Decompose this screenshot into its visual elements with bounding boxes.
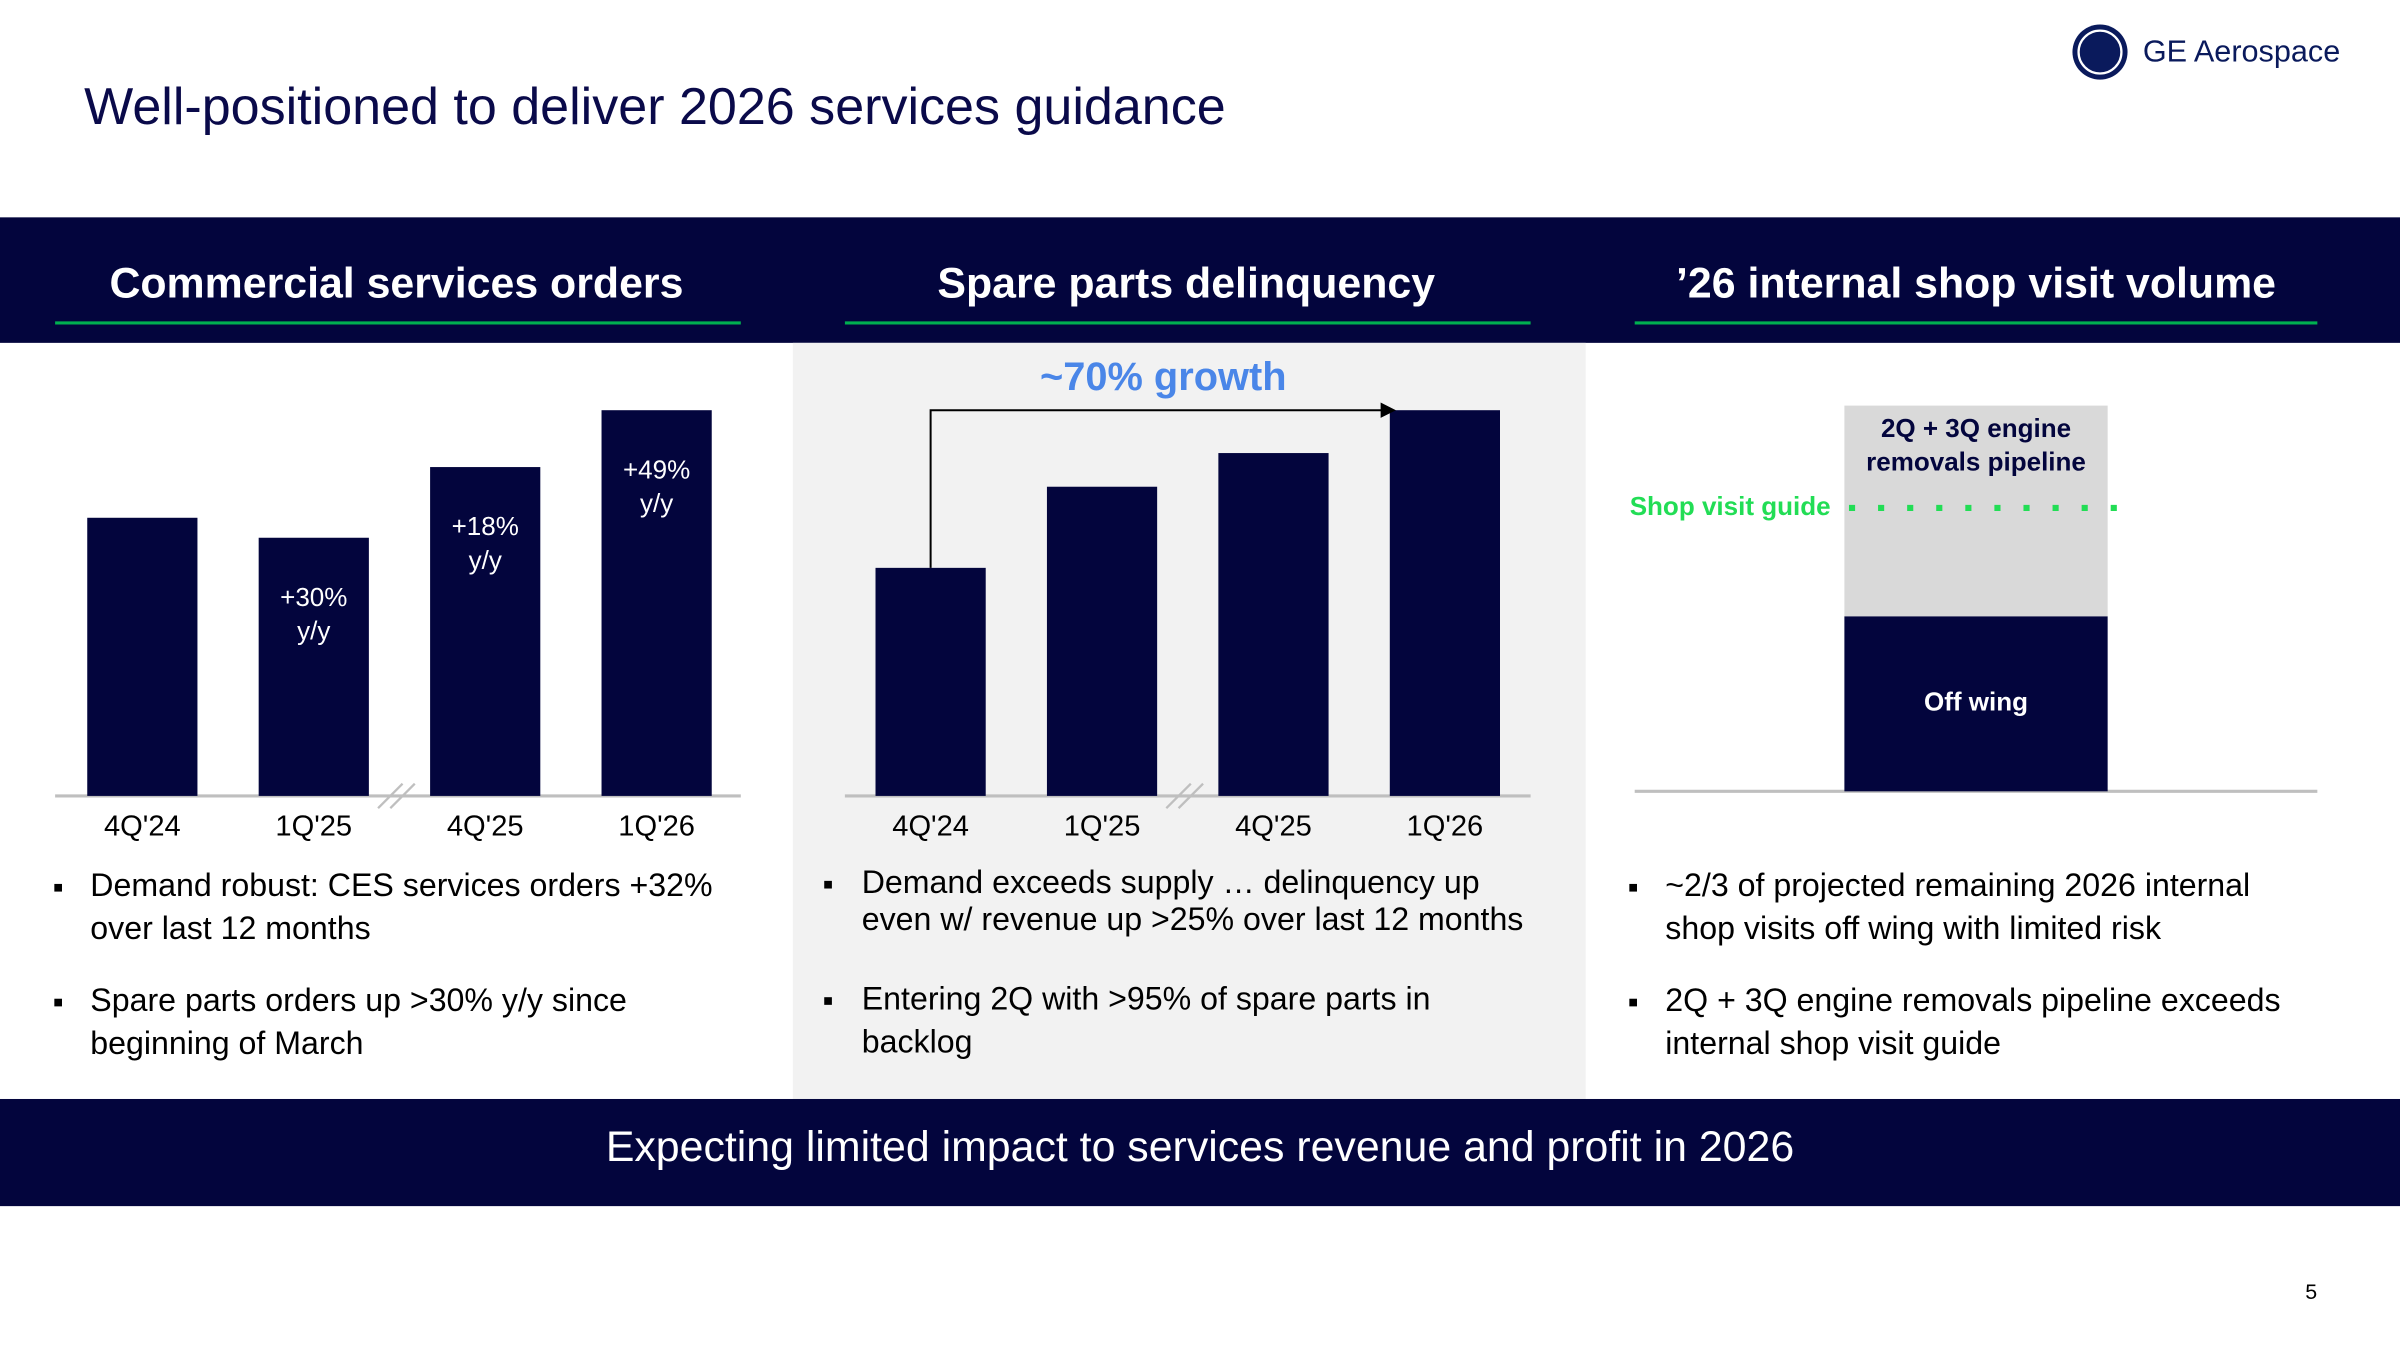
bar: [1046, 486, 1158, 796]
bar: [1218, 453, 1329, 796]
category-label: 4Q'24: [104, 811, 181, 843]
bullet-text: internal shop visit guide: [1665, 1025, 2001, 1061]
category-label: 1Q'26: [1407, 811, 1484, 843]
category-label: 1Q'25: [275, 811, 352, 843]
footer-text: Expecting limited impact to services rev…: [606, 1123, 1794, 1171]
panel-heading: Commercial services orders: [109, 260, 683, 308]
bullet-text: Spare parts orders up >30% y/y since: [90, 982, 627, 1018]
bar-note: y/y: [297, 616, 330, 646]
page-number: 5: [2305, 1280, 2317, 1304]
segment-label: 2Q + 3Q engine: [1881, 413, 2071, 443]
panel-heading: Spare parts delinquency: [937, 260, 1435, 308]
bullet-text: even w/ revenue up >25% over last 12 mon…: [862, 901, 1524, 937]
bullet-text: shop visits off wing with limited risk: [1665, 910, 2162, 946]
growth-arrow: [929, 409, 1384, 568]
bullet-text: beginning of March: [90, 1025, 363, 1061]
bar-note: y/y: [469, 545, 502, 575]
bullet-marker: [54, 883, 62, 892]
segment-label: removals pipeline: [1866, 447, 2086, 477]
bullet-text: ~2/3 of projected remaining 2026 interna…: [1665, 867, 2250, 903]
bar: [875, 567, 986, 796]
slide-title: Well-positioned to deliver 2026 services…: [84, 78, 1226, 136]
category-label: 4Q'24: [892, 811, 969, 843]
category-label: 4Q'25: [447, 811, 524, 843]
logo-text: GE Aerospace: [2143, 35, 2340, 69]
bullet-text: 2Q + 3Q engine removals pipeline exceeds: [1665, 982, 2280, 1018]
category-label: 4Q'25: [1235, 811, 1312, 843]
axis-break: [1177, 782, 1204, 809]
bar-note: +49%: [623, 454, 690, 484]
bar: [87, 517, 198, 796]
bullet-text: Entering 2Q with >95% of spare parts in: [862, 981, 1431, 1017]
guide-label: Shop visit guide: [1630, 491, 1831, 521]
segment-label: Off wing: [1924, 687, 2028, 717]
bullet-text: backlog: [862, 1023, 973, 1059]
bullet-marker: [824, 997, 832, 1005]
bullet-marker: [824, 880, 832, 889]
bar-note: +18%: [452, 511, 519, 541]
footer-band: [0, 1098, 2400, 1207]
bullet-marker: [1629, 998, 1637, 1007]
panel-heading: ’26 internal shop visit volume: [1676, 260, 2276, 308]
stack-segment: [1844, 405, 2108, 617]
bullet-text: Demand exceeds supply … delinquency up: [862, 864, 1480, 900]
growth-annotation: ~70% growth: [1040, 355, 1286, 399]
axis-break: [389, 782, 416, 809]
axis-break: [377, 782, 404, 809]
logo-mark: [2072, 24, 2128, 80]
bar: [430, 467, 541, 796]
arrow-head: [1380, 402, 1396, 418]
category-label: 1Q'25: [1064, 811, 1141, 843]
bar-note: +30%: [280, 582, 347, 612]
axis-break: [1165, 782, 1192, 809]
bar: [1389, 410, 1500, 796]
bar: [258, 537, 369, 796]
bullet-marker: [1629, 883, 1637, 892]
bar-note: y/y: [640, 488, 673, 518]
bullet-text: Demand robust: CES services orders +32%: [90, 867, 712, 903]
bullet-text: over last 12 months: [90, 910, 370, 946]
bar: [601, 410, 712, 796]
bullet-marker: [54, 998, 62, 1007]
logo-ring: [2077, 29, 2123, 75]
stack-segment: [1844, 616, 2108, 792]
category-label: 1Q'26: [618, 811, 695, 843]
